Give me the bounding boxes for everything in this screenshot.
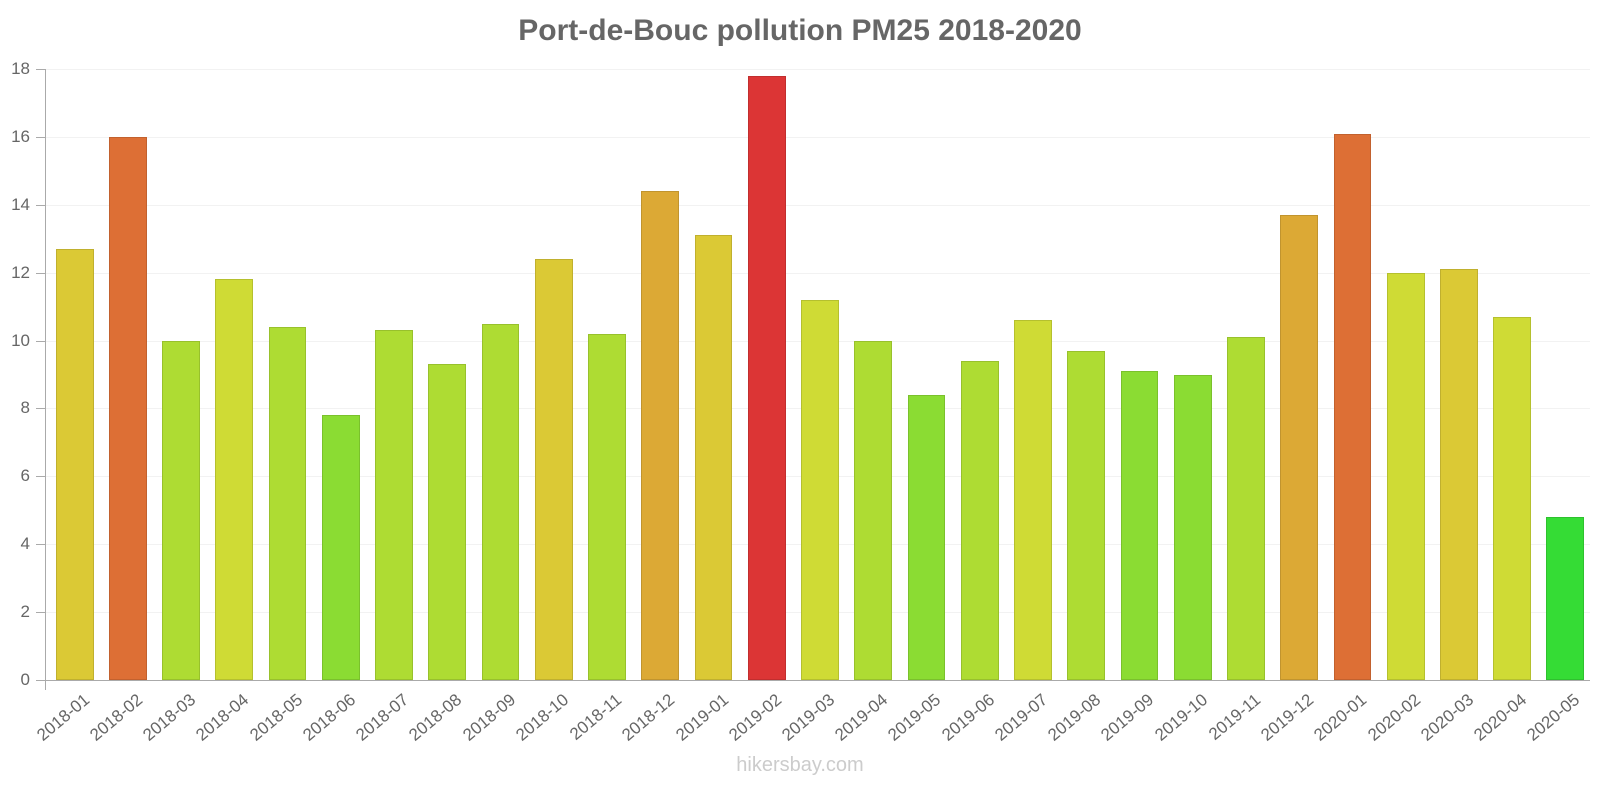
bar-2019-11[interactable] xyxy=(1227,337,1265,680)
y-tick-label: 14 xyxy=(11,194,30,214)
y-tick-mark xyxy=(36,69,45,70)
bar-2018-05[interactable] xyxy=(268,326,307,680)
bar-2018-03[interactable] xyxy=(162,340,200,680)
bar-2019-12[interactable] xyxy=(1280,214,1319,680)
gridline xyxy=(46,204,1590,206)
bar-2018-02[interactable] xyxy=(108,136,147,680)
bar-2018-01[interactable] xyxy=(55,248,94,680)
bar-2020-03[interactable] xyxy=(1439,269,1478,680)
bar-2018-10[interactable] xyxy=(534,259,573,680)
gridline xyxy=(46,272,1590,274)
y-tick-mark xyxy=(36,204,45,206)
x-axis-line xyxy=(36,680,1590,681)
bar-2018-04[interactable] xyxy=(215,279,254,680)
bar-2019-01[interactable] xyxy=(694,235,733,680)
y-tick-mark xyxy=(36,612,45,614)
bar-2018-07[interactable] xyxy=(375,330,413,680)
bar-2019-04[interactable] xyxy=(854,340,893,680)
y-axis-line xyxy=(45,69,46,690)
y-tick-mark xyxy=(36,408,45,410)
chart-title: Port-de-Bouc pollution PM25 2018-2020 xyxy=(518,14,1082,47)
gridline xyxy=(46,69,1590,70)
bar-2020-04[interactable] xyxy=(1493,316,1532,680)
bar-2018-11[interactable] xyxy=(588,333,626,680)
bar-2019-08[interactable] xyxy=(1067,350,1106,680)
y-tick-label: 18 xyxy=(11,59,30,78)
bar-2020-01[interactable] xyxy=(1333,133,1372,680)
y-tick-mark xyxy=(36,272,45,274)
y-tick-label: 12 xyxy=(11,262,30,282)
bar-2019-10[interactable] xyxy=(1173,374,1212,680)
y-tick-mark xyxy=(36,544,45,546)
y-tick-label: 2 xyxy=(20,602,30,622)
bar-2019-02[interactable] xyxy=(747,75,786,680)
y-tick-label: 6 xyxy=(20,466,30,486)
bar-2019-09[interactable] xyxy=(1120,371,1159,680)
bar-2020-05[interactable] xyxy=(1546,517,1585,680)
y-tick-label: 4 xyxy=(20,534,30,554)
bar-2018-08[interactable] xyxy=(428,364,467,680)
watermark: hikersbay.com xyxy=(736,754,864,776)
y-tick-label: 0 xyxy=(20,670,30,689)
y-tick-label: 10 xyxy=(11,330,30,350)
y-tick-mark xyxy=(36,476,45,478)
plot-area xyxy=(46,69,1590,680)
bar-2018-09[interactable] xyxy=(481,323,520,680)
gridline xyxy=(46,136,1590,138)
y-tick-label: 16 xyxy=(11,126,30,146)
bar-2020-02[interactable] xyxy=(1386,272,1425,680)
bar-2018-06[interactable] xyxy=(321,415,360,680)
bar-2018-12[interactable] xyxy=(641,191,680,680)
y-tick-label: 8 xyxy=(20,398,30,418)
y-tick-mark xyxy=(36,136,45,138)
bar-2019-06[interactable] xyxy=(960,360,999,680)
bar-2019-07[interactable] xyxy=(1014,320,1052,680)
bar-2019-05[interactable] xyxy=(907,394,946,680)
y-tick-mark xyxy=(36,340,45,342)
bar-2019-03[interactable] xyxy=(801,299,839,680)
